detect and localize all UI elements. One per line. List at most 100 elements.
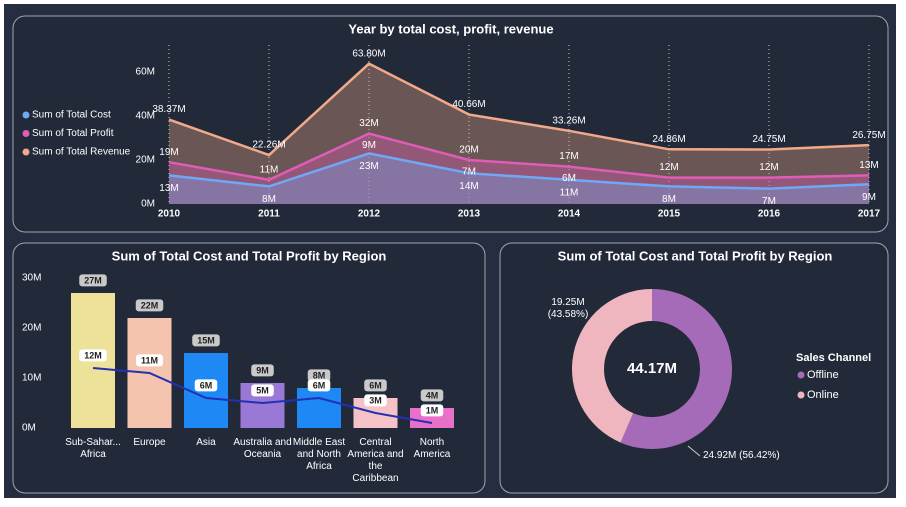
legend-label: Sum of Total Profit bbox=[32, 128, 114, 139]
data-label-box bbox=[251, 384, 274, 397]
x-tick-label: 2011 bbox=[258, 209, 280, 220]
x-tick-label: 2015 bbox=[658, 209, 681, 220]
x-tick-label: North America bbox=[413, 437, 451, 460]
data-label: 4M bbox=[426, 390, 439, 400]
data-label: 32M bbox=[359, 118, 378, 129]
data-label-box bbox=[420, 389, 444, 402]
line bbox=[168, 132, 870, 182]
data-label: 26.75M bbox=[852, 130, 885, 141]
x-tick-label: 2014 bbox=[558, 209, 581, 220]
data-label: 1M bbox=[426, 405, 439, 415]
legend-label: Offline bbox=[807, 369, 839, 381]
data-label: 9M bbox=[256, 365, 269, 375]
data-label: 12M bbox=[659, 162, 678, 173]
line bbox=[168, 152, 870, 190]
annotation: 6M bbox=[562, 173, 576, 184]
data-label: 63.80M bbox=[352, 48, 385, 59]
legend-label: Sum of Total Revenue bbox=[32, 147, 131, 158]
y-tick-label: 0M bbox=[22, 423, 36, 434]
data-label: 15M bbox=[197, 335, 215, 345]
y-tick-label: 60M bbox=[136, 67, 155, 78]
data-label: 33.26M bbox=[552, 115, 585, 126]
line bbox=[92, 367, 433, 424]
data-label-box bbox=[135, 354, 164, 367]
data-label: 24.92M (56.42%) bbox=[703, 450, 780, 461]
leader-line bbox=[687, 445, 701, 457]
data-label: 6M bbox=[200, 380, 213, 390]
legend-title: Sales Channel bbox=[796, 352, 871, 364]
y-tick-label: 20M bbox=[136, 155, 155, 166]
data-label: 11M bbox=[560, 187, 579, 198]
legend-marker bbox=[797, 371, 805, 379]
legend-marker bbox=[22, 130, 30, 137]
data-label: 13M bbox=[159, 183, 178, 194]
x-tick-label: Europe bbox=[133, 437, 166, 448]
data-label-box bbox=[307, 369, 331, 382]
panel bbox=[499, 242, 889, 494]
x-tick-label: 2017 bbox=[858, 209, 881, 220]
data-label: 11M bbox=[141, 355, 158, 365]
data-label: 23M bbox=[359, 161, 378, 172]
data-label: 20M bbox=[459, 145, 478, 156]
data-label: 9M bbox=[862, 192, 876, 203]
data-label: 12M bbox=[759, 162, 778, 173]
slice bbox=[571, 288, 652, 443]
data-label-box bbox=[364, 379, 387, 392]
x-tick-label: Asia bbox=[196, 437, 216, 448]
data-label: 19.25M (43.58%) bbox=[547, 297, 589, 320]
data-label: 3M bbox=[369, 395, 382, 405]
legend-marker bbox=[22, 111, 30, 119]
data-label: 8M bbox=[313, 370, 326, 380]
data-label: 5M bbox=[256, 385, 269, 395]
x-tick-label: Middle East and North Africa bbox=[292, 437, 346, 472]
area bbox=[169, 63, 869, 204]
data-label-box bbox=[192, 334, 220, 347]
y-tick-label: 0M bbox=[141, 199, 155, 210]
x-tick-label: 2016 bbox=[758, 209, 781, 220]
legend-marker bbox=[797, 391, 805, 399]
data-label: 22M bbox=[141, 300, 159, 310]
y-tick-label: 40M bbox=[136, 111, 155, 122]
annotation: 9M bbox=[362, 140, 376, 151]
data-label-box bbox=[307, 379, 331, 392]
data-label-box bbox=[79, 349, 107, 362]
data-label: 19M bbox=[159, 147, 178, 158]
data-label: 24.75M bbox=[752, 134, 785, 145]
chart-title: Sum of Total Cost and Total Profit by Re… bbox=[558, 248, 833, 263]
data-label-box bbox=[251, 364, 274, 377]
data-label: 22.26M bbox=[252, 140, 285, 151]
data-label: 6M bbox=[369, 380, 382, 390]
data-label: 38.37M bbox=[152, 104, 185, 115]
legend-label: Sum of Total Cost bbox=[32, 110, 111, 121]
area bbox=[169, 153, 869, 204]
data-label: 14M bbox=[459, 181, 478, 192]
data-label: 7M bbox=[762, 196, 776, 207]
data-label: 24.86M bbox=[652, 134, 685, 145]
panel bbox=[12, 242, 486, 494]
chart-title: Year by total cost, profit, revenue bbox=[348, 21, 553, 36]
data-label: 12M bbox=[84, 350, 102, 360]
x-tick-label: Australia and Oceania bbox=[233, 437, 292, 460]
annotation: 7M bbox=[462, 167, 476, 178]
x-tick-label: 2010 bbox=[158, 209, 181, 220]
data-label: 6M bbox=[313, 380, 326, 390]
data-label: 27M bbox=[84, 275, 102, 285]
data-label: 8M bbox=[662, 194, 676, 205]
y-tick-label: 20M bbox=[22, 323, 41, 334]
leader-line bbox=[595, 317, 607, 325]
x-tick-label: Central America and the Caribbean bbox=[347, 437, 404, 484]
center-label: 44.17M bbox=[627, 360, 677, 377]
data-label-box bbox=[194, 379, 218, 392]
data-label-box bbox=[420, 404, 444, 417]
y-tick-label: 10M bbox=[22, 373, 41, 384]
y-tick-label: 30M bbox=[22, 273, 41, 284]
data-label: 13M bbox=[859, 160, 878, 171]
x-tick-label: 2012 bbox=[358, 209, 381, 220]
data-label: 11M bbox=[260, 164, 279, 175]
data-label-box bbox=[364, 394, 387, 407]
x-tick-label: Sub-Sahar... Africa bbox=[65, 437, 121, 460]
x-tick-label: 2013 bbox=[458, 209, 481, 220]
legend-marker bbox=[22, 148, 30, 156]
